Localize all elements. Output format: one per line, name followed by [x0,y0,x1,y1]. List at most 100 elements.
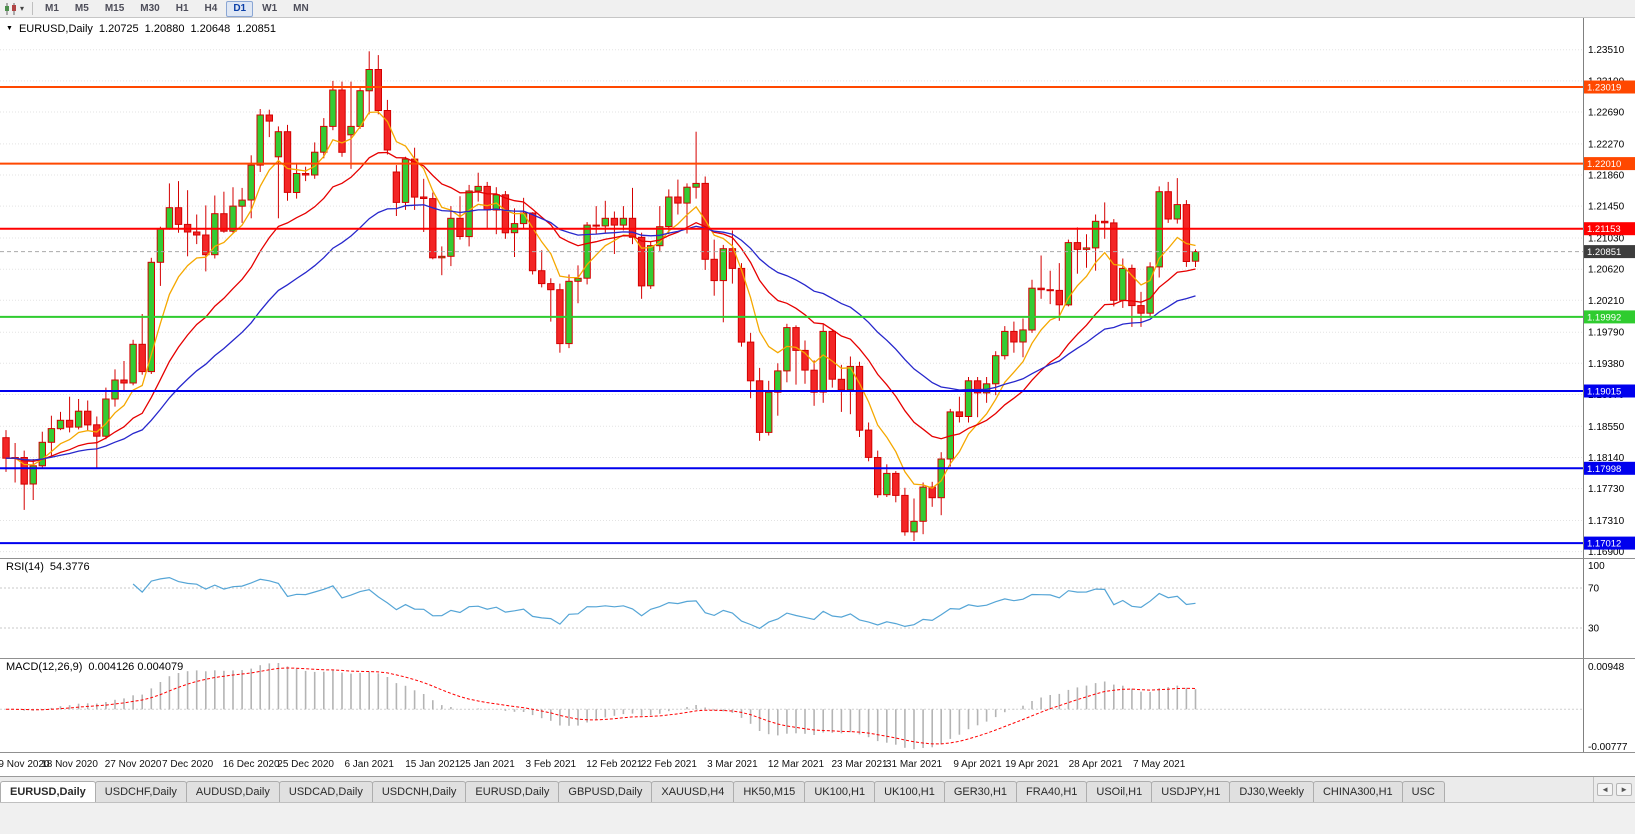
level-price-badge [1584,384,1635,398]
bull-candle [883,472,891,496]
dropdown-caret-icon[interactable]: ▾ [20,4,25,13]
chart-type-icon[interactable] [4,2,18,15]
bear-candle [1055,289,1063,306]
bear-candle [1110,222,1118,301]
symbol-tab-eurusd-daily[interactable]: EURUSD,Daily [465,781,560,802]
bull-candle [1091,220,1100,249]
symbol-tab-usdjpy-h1[interactable]: USDJPY,H1 [1151,781,1231,802]
bear-candle [1101,220,1109,224]
price-axis-tick: 1.20620 [1588,265,1625,276]
time-axis-label: 23 Mar 2021 [831,759,888,770]
tab-scroll-controls: ◄ ► [1593,777,1635,802]
bull-candle [1191,251,1200,262]
symbol-tab-dj30-weekly[interactable]: DJ30,Weekly [1229,781,1314,802]
bear-candle [383,110,392,151]
bear-candle [792,327,800,351]
bear-candle [1073,242,1082,250]
bear-candle [892,472,900,496]
symbol-tab-ger30-h1[interactable]: GER30,H1 [943,781,1018,802]
period-button-h1[interactable]: H1 [175,2,189,14]
period-button-m1[interactable]: M1 [45,2,59,14]
time-axis-label: 15 Jan 2021 [405,759,460,770]
bull-candle [365,69,373,92]
symbol-tab-gbpusd-daily[interactable]: GBPUSD,Daily [558,781,653,802]
level-price-badge-label: 1.17998 [1587,464,1621,475]
symbol-tab-uk100-h1[interactable]: UK100,H1 [804,781,876,802]
bull-candle [1019,329,1027,343]
bear-candle [1046,289,1054,292]
period-button-m5[interactable]: M5 [74,2,89,14]
bull-candle [292,173,301,193]
bear-candle [202,234,210,256]
bear-candle [538,270,546,285]
time-axis-label: 12 Mar 2021 [768,759,825,770]
bear-candle [1164,191,1172,220]
period-button-d1[interactable]: D1 [226,0,254,17]
level-price-badge-label: 1.19015 [1587,387,1621,398]
bear-candle [1137,305,1145,314]
symbol-tab-fra40-h1[interactable]: FRA40,H1 [1016,781,1088,802]
price-axis-tick: 1.18550 [1588,422,1625,433]
symbol-tab-usdchf-daily[interactable]: USDCHF,Daily [94,781,187,802]
period-button-m15[interactable]: M15 [104,2,125,14]
bear-candle [174,207,183,225]
bull-candle [474,185,482,192]
time-axis-label: 9 Apr 2021 [953,759,1002,770]
period-button-mn[interactable]: MN [293,2,309,14]
price-chart-canvas[interactable]: 1.235101.231001.226901.222701.218601.214… [0,18,1635,776]
bear-candle [837,378,846,391]
time-axis-label: 7 Dec 2020 [162,759,214,770]
bear-candle [864,429,873,458]
bull-candle [247,164,255,201]
symbol-tab-china300-h1[interactable]: CHINA300,H1 [1312,781,1403,802]
symbol-tabs: EURUSD,Daily USDCHF,Daily AUDUSD,Daily USDC… [0,781,1445,802]
level-price-badge-label: 1.17012 [1587,539,1621,550]
bear-candle [746,341,755,382]
symbol-tab-xauusd-h4[interactable]: XAUUSD,H4 [651,781,735,802]
symbol-tab-eurusd-daily[interactable]: EURUSD,Daily [0,781,96,802]
symbol-tab-audusd-daily[interactable]: AUDUSD,Daily [185,781,280,802]
bull-candle [274,131,283,158]
time-axis-label: 28 Apr 2021 [1069,759,1123,770]
rsi-axis-label: 30 [1588,624,1600,635]
bull-candle [329,89,337,127]
symbol-tab-usdcnh-daily[interactable]: USDCNH,Daily [371,781,467,802]
bear-candle [120,379,128,384]
time-axis-label: 27 Nov 2020 [105,759,162,770]
bull-candle [29,465,37,485]
level-price-badge [1584,461,1635,475]
tabs-scroll-left-icon[interactable]: ◄ [1597,782,1614,796]
bear-candle [801,349,809,371]
price-axis-tick: 1.23510 [1588,45,1625,56]
bull-candle [320,125,328,153]
time-axis-label: 3 Feb 2021 [525,759,576,770]
bear-candle [855,365,864,431]
level-price-badge [1584,80,1635,94]
period-button-m30[interactable]: M30 [140,2,160,14]
time-axis-label: 31 Mar 2021 [886,759,943,770]
time-axis-label: 22 Feb 2021 [641,759,698,770]
bull-candle [1119,267,1127,301]
period-button-h4[interactable]: H4 [204,2,218,14]
bull-candle [465,190,473,238]
bull-candle [447,217,455,257]
bull-candle [111,379,119,400]
symbol-tab-hk50-m15[interactable]: HK50,M15 [733,781,806,802]
bear-candle [528,212,537,272]
period-button-w1[interactable]: W1 [262,2,278,14]
bear-candle [737,267,746,343]
bull-candle [102,398,110,437]
rsi-line [132,576,1196,630]
bear-candle [901,494,909,533]
bull-candle [56,419,65,430]
bull-candle [129,343,137,384]
symbol-tab-uk100-h1[interactable]: UK100,H1 [874,781,945,802]
bear-candle [93,424,101,437]
symbol-tab-usc[interactable]: USC [1401,781,1445,802]
symbol-tab-usdcad-daily[interactable]: USDCAD,Daily [278,781,373,802]
tabs-scroll-right-icon[interactable]: ► [1616,782,1632,796]
symbol-tab-usoil-h1[interactable]: USOil,H1 [1086,781,1153,802]
bull-candle [992,355,1000,385]
bear-candle [283,131,292,193]
bull-candle [347,125,355,136]
